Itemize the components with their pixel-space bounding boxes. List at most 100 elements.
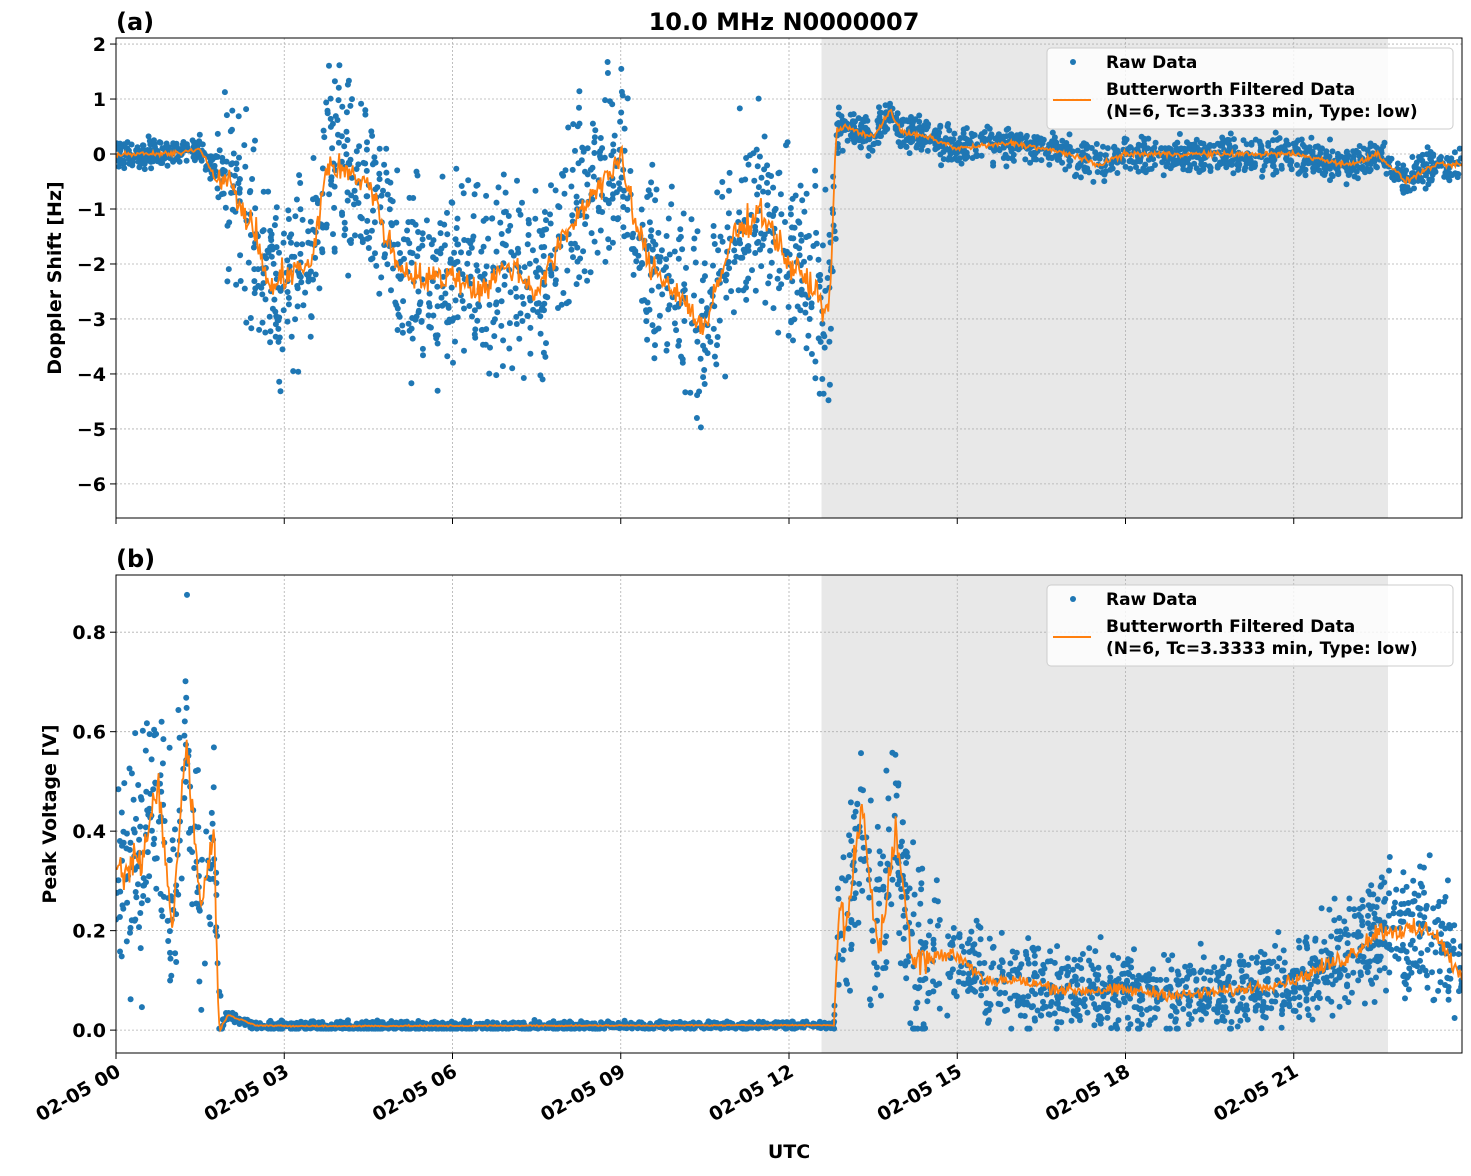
raw-data-point <box>348 240 354 246</box>
raw-data-point <box>978 992 984 998</box>
raw-data-point <box>397 314 403 320</box>
raw-data-point <box>1127 996 1133 1002</box>
raw-data-point <box>1423 186 1429 192</box>
raw-data-point <box>968 929 974 935</box>
raw-data-point <box>1400 942 1406 948</box>
raw-data-point <box>1279 1007 1285 1013</box>
raw-data-point <box>1409 154 1415 160</box>
raw-data-point <box>1019 135 1025 141</box>
raw-data-point <box>848 838 854 844</box>
raw-data-point <box>851 895 857 901</box>
raw-data-point <box>1057 144 1063 150</box>
raw-data-point <box>1451 922 1457 928</box>
raw-data-point <box>424 217 430 223</box>
raw-data-point <box>801 259 807 265</box>
raw-data-point <box>233 282 239 288</box>
raw-data-point <box>880 853 886 859</box>
raw-data-point <box>1175 1026 1181 1032</box>
raw-data-point <box>649 288 655 294</box>
raw-data-point <box>1219 955 1225 961</box>
raw-data-point <box>711 326 717 332</box>
raw-data-point <box>267 314 273 320</box>
raw-data-point <box>910 839 916 845</box>
raw-data-point <box>694 339 700 345</box>
raw-data-point <box>654 187 660 193</box>
raw-data-point <box>1336 975 1342 981</box>
raw-data-point <box>1402 995 1408 1001</box>
raw-data-point <box>807 255 813 261</box>
raw-data-point <box>1428 942 1434 948</box>
raw-data-point <box>466 250 472 256</box>
raw-data-point <box>753 288 759 294</box>
raw-data-point <box>1252 163 1258 169</box>
raw-data-point <box>822 187 828 193</box>
raw-data-point <box>574 200 580 206</box>
raw-data-point <box>1400 888 1406 894</box>
raw-data-point <box>225 223 231 229</box>
raw-data-point <box>964 125 970 131</box>
raw-data-point <box>668 201 674 207</box>
raw-data-point <box>360 239 366 245</box>
raw-data-point <box>410 336 416 342</box>
raw-data-point <box>591 174 597 180</box>
raw-data-point <box>146 873 152 879</box>
raw-data-point <box>364 218 370 224</box>
raw-data-point <box>137 910 143 916</box>
raw-data-point <box>123 845 129 851</box>
raw-data-point <box>133 889 139 895</box>
raw-data-point <box>938 162 944 168</box>
raw-data-point <box>121 141 127 147</box>
raw-data-point <box>1134 978 1140 984</box>
raw-data-point <box>1226 958 1232 964</box>
raw-data-point <box>1011 158 1017 164</box>
raw-data-point <box>406 240 412 246</box>
raw-data-point <box>858 123 864 129</box>
raw-data-point <box>159 719 165 725</box>
raw-data-point <box>598 135 604 141</box>
raw-data-point <box>170 846 176 852</box>
raw-data-point <box>1362 1001 1368 1007</box>
raw-data-point <box>647 219 653 225</box>
raw-data-point <box>607 98 613 104</box>
raw-data-point <box>726 188 732 194</box>
raw-data-point <box>1226 975 1232 981</box>
raw-data-point <box>570 121 576 127</box>
raw-data-point <box>1169 967 1175 973</box>
raw-data-point <box>902 963 908 969</box>
raw-data-point <box>935 923 941 929</box>
raw-data-point <box>698 356 704 362</box>
raw-data-point <box>754 147 760 153</box>
raw-data-point <box>1243 1002 1249 1008</box>
raw-data-point <box>788 211 794 217</box>
raw-data-point <box>368 128 374 134</box>
raw-data-point <box>172 950 178 956</box>
raw-data-point <box>344 109 350 115</box>
raw-data-point <box>1187 167 1193 173</box>
raw-data-point <box>1122 971 1128 977</box>
raw-data-point <box>1056 157 1062 163</box>
raw-data-point <box>589 230 595 236</box>
raw-data-point <box>256 327 262 333</box>
raw-data-point <box>786 333 792 339</box>
raw-data-point <box>766 212 772 218</box>
x-tick-label: 02-05 09 <box>537 1060 629 1126</box>
raw-data-point <box>261 189 267 195</box>
raw-data-point <box>754 192 760 198</box>
raw-data-point <box>238 278 244 284</box>
raw-data-point <box>1435 917 1441 923</box>
raw-data-point <box>694 415 700 421</box>
raw-data-point <box>352 188 358 194</box>
raw-data-point <box>1237 1018 1243 1024</box>
raw-data-point <box>1401 190 1407 196</box>
raw-data-point <box>224 112 230 118</box>
raw-data-point <box>1284 157 1290 163</box>
raw-data-point <box>1038 157 1044 163</box>
raw-data-point <box>285 319 291 325</box>
raw-data-point <box>261 227 267 233</box>
raw-data-point <box>543 340 549 346</box>
raw-data-point <box>142 166 148 172</box>
raw-data-point <box>1153 1005 1159 1011</box>
raw-data-point <box>114 140 120 146</box>
raw-data-point <box>1406 986 1412 992</box>
